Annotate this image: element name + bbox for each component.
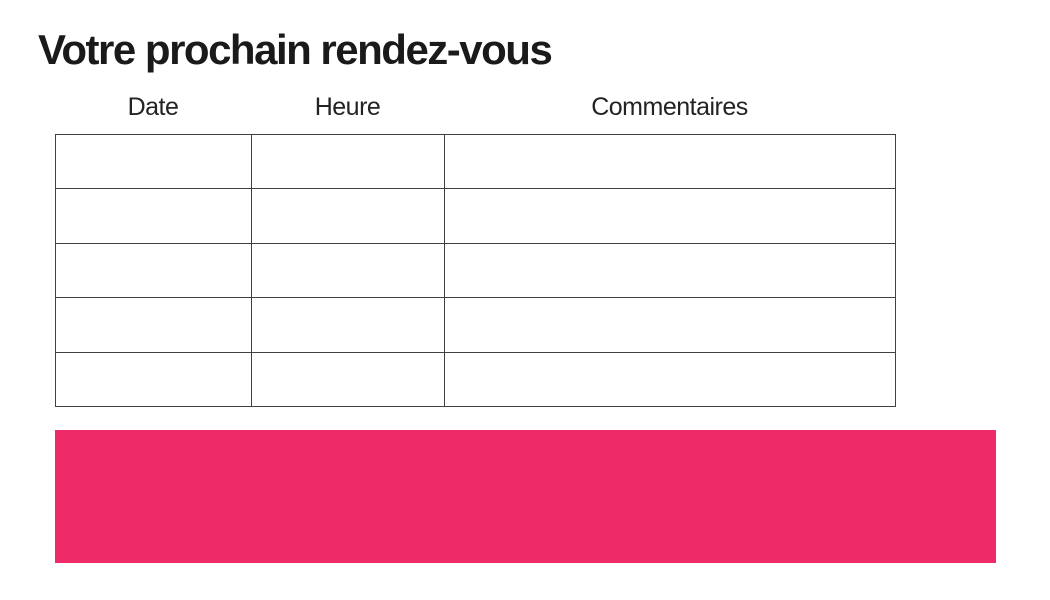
table-cell xyxy=(444,242,896,299)
table-cell xyxy=(251,188,445,244)
table-cell xyxy=(444,297,896,353)
table-cell xyxy=(251,351,445,408)
table-row xyxy=(55,351,896,408)
table-cell xyxy=(55,242,252,299)
table-cell xyxy=(55,297,252,353)
table-cell xyxy=(251,297,445,353)
table-header-row: Date Heure Commentaires xyxy=(55,93,895,122)
table-row xyxy=(55,242,896,299)
table-cell xyxy=(251,133,445,190)
table-row xyxy=(55,133,896,190)
table-cell xyxy=(444,188,896,244)
table-row xyxy=(55,188,896,244)
table-cell xyxy=(55,351,252,408)
column-header-commentaires: Commentaires xyxy=(591,93,748,121)
page-title: Votre prochain rendez-vous xyxy=(38,26,553,73)
appointments-table xyxy=(55,133,896,408)
table-cell xyxy=(55,133,252,190)
table-cell xyxy=(444,351,896,408)
column-header-date: Date xyxy=(127,93,179,121)
table-cell xyxy=(444,133,896,190)
accent-bar xyxy=(55,430,996,563)
table-cell xyxy=(251,242,445,299)
column-header-heure: Heure xyxy=(314,93,381,121)
table-cell xyxy=(55,188,252,244)
table-row xyxy=(55,297,896,353)
